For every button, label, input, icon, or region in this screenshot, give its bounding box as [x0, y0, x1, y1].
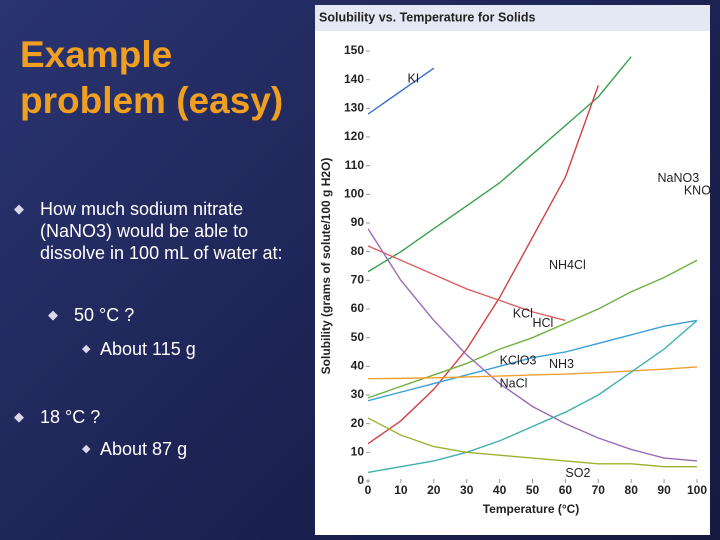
series-label: NH3 — [549, 357, 574, 371]
x-tick-label: 40 — [493, 483, 507, 497]
series-line — [368, 228, 698, 462]
series-label: NaNO3 — [658, 171, 700, 185]
series-line — [368, 319, 698, 474]
series-line — [368, 245, 566, 322]
title-band — [315, 5, 710, 31]
series-line — [368, 366, 698, 380]
y-tick-label: 150 — [344, 43, 364, 57]
bullet: About 115 g — [82, 338, 196, 360]
y-tick-label: 100 — [344, 187, 364, 201]
x-tick-label: 60 — [559, 483, 573, 497]
chart: Solubility vs. Temperature for Solids Te… — [315, 5, 710, 535]
bullet: 18 °C ? — [14, 406, 100, 428]
chart-background — [315, 5, 710, 535]
x-tick-label: 90 — [657, 483, 671, 497]
series-label: KClO3 — [500, 353, 537, 367]
x-axis-label: Temperature (°C) — [483, 502, 580, 516]
y-tick-label: 140 — [344, 72, 364, 86]
bullet: 50 °C ? — [48, 304, 134, 326]
x-tick-label: 50 — [526, 483, 540, 497]
y-tick-label: 0 — [357, 473, 364, 487]
y-tick-label: 110 — [345, 158, 365, 172]
series-line — [368, 319, 698, 402]
y-tick-label: 70 — [351, 273, 365, 287]
y-tick-label: 90 — [351, 215, 365, 229]
y-tick-label: 30 — [351, 387, 365, 401]
slide-title: Example problem (easy) — [20, 34, 284, 121]
series-line — [368, 67, 435, 115]
y-tick-label: 40 — [351, 359, 365, 373]
plot — [368, 56, 698, 474]
x-tick-label: 30 — [460, 483, 474, 497]
series-label: KCl — [513, 306, 533, 320]
series-line — [368, 85, 599, 445]
series-label: NH4Cl — [549, 258, 586, 272]
x-tick-label: 0 — [365, 483, 372, 497]
series-label: HCl — [533, 316, 554, 330]
bullet: About 87 g — [82, 438, 187, 460]
series-line — [368, 417, 697, 468]
series-line — [368, 259, 698, 399]
y-tick-label: 60 — [351, 301, 365, 315]
y-tick-label: 50 — [351, 330, 365, 344]
chart-title: Solubility vs. Temperature for Solids — [319, 10, 536, 24]
series-line — [368, 56, 632, 273]
y-axis-label: Solubility (grams of solute/100 g H2O) — [319, 158, 333, 375]
series-label: KNO3 — [684, 183, 710, 197]
y-tick-label: 120 — [344, 129, 364, 143]
x-tick-label: 80 — [625, 483, 639, 497]
x-tick-label: 70 — [592, 483, 606, 497]
series-label: SO2 — [565, 466, 590, 480]
series-label: KI — [407, 71, 419, 85]
x-tick-label: 20 — [427, 483, 441, 497]
y-tick-label: 130 — [344, 101, 364, 115]
x-tick-label: 100 — [687, 483, 707, 497]
y-tick-label: 80 — [351, 244, 365, 258]
y-tick-label: 20 — [351, 416, 365, 430]
y-tick-label: 10 — [351, 445, 365, 459]
x-tick-label: 10 — [394, 483, 408, 497]
series-label: NaCl — [500, 376, 528, 390]
bullet: How much sodium nitrate (NaNO3) would be… — [14, 198, 290, 264]
